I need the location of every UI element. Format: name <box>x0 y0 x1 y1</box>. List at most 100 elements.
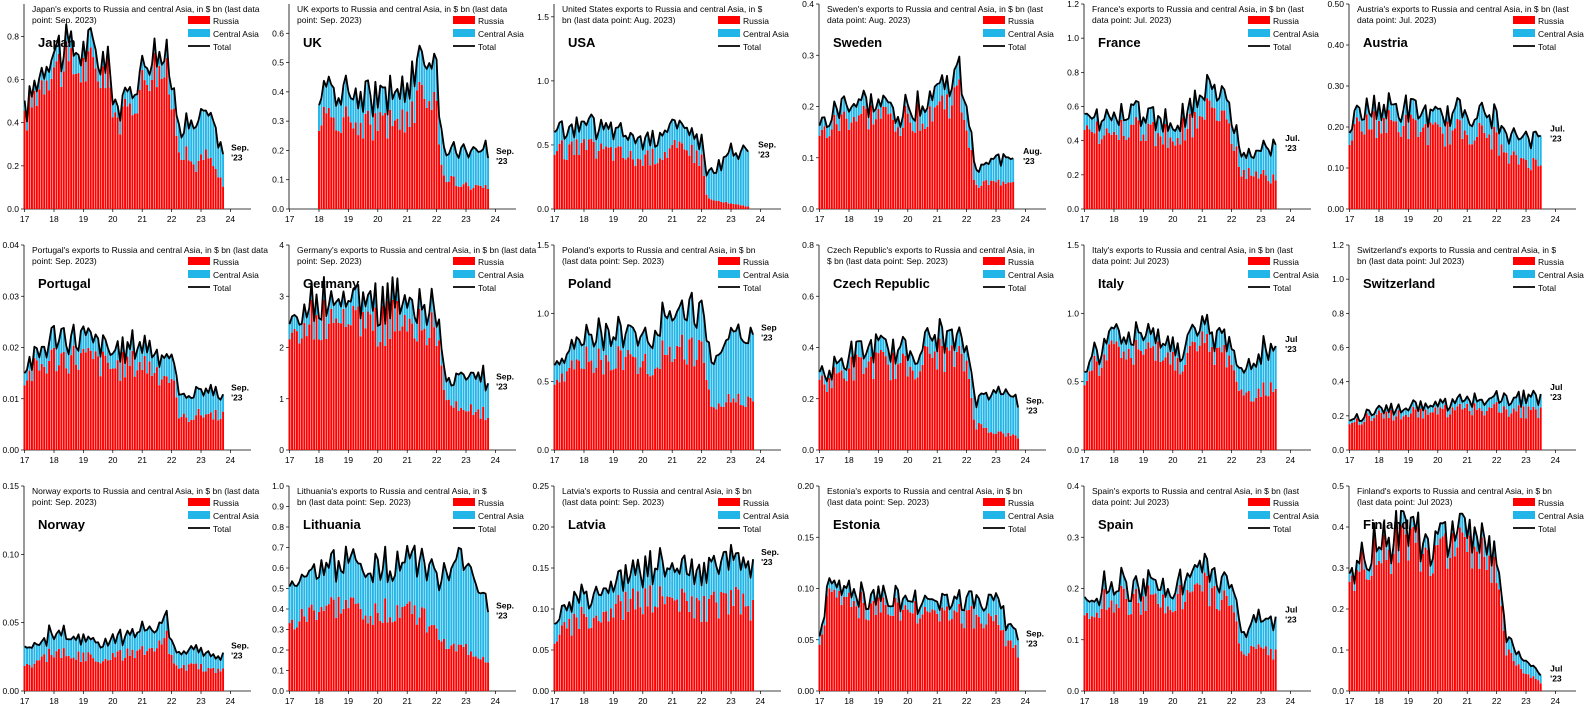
central-asia-bar <box>455 373 458 402</box>
russia-bar <box>1235 146 1238 209</box>
central-asia-bar <box>119 120 122 135</box>
central-asia-bar <box>430 288 433 313</box>
central-asia-bar <box>300 323 303 339</box>
russia-bar <box>445 400 448 450</box>
russia-bar <box>308 324 311 450</box>
central-asia-bar <box>447 580 450 649</box>
central-asia-bar <box>698 564 701 601</box>
russia-bar <box>158 640 161 691</box>
russia-bar <box>418 81 421 209</box>
russia-bar <box>447 399 450 450</box>
russia-bar <box>379 620 382 691</box>
russia-bar <box>712 200 715 209</box>
central-asia-bar <box>131 98 134 116</box>
chart-panel-estonia: 0.00 0.05 0.10 0.15 0.20 17 18 19 20 21 22 23 24 Esto… <box>795 481 1060 723</box>
legend-total-label: Total <box>1273 42 1291 52</box>
country-name: Finland <box>1363 517 1409 532</box>
central-asia-bar <box>62 327 65 352</box>
y-tick-label: 1 <box>279 394 284 404</box>
central-asia-bar <box>568 350 571 368</box>
x-tick-label: 21 <box>1197 214 1207 224</box>
russia-bar <box>570 360 573 450</box>
russia-bar <box>48 360 51 450</box>
russia-bar <box>153 373 156 450</box>
russia-bar <box>838 590 841 691</box>
central-asia-bar <box>1174 355 1177 371</box>
russia-bar <box>560 373 563 450</box>
russia-bar <box>396 605 399 691</box>
central-asia-bar <box>585 324 588 347</box>
russia-bar <box>990 616 993 691</box>
russia-bar <box>722 592 725 691</box>
russia-bar <box>30 380 33 450</box>
russia-bar <box>619 350 622 450</box>
russia-bar <box>447 648 450 691</box>
russia-bar <box>595 367 598 450</box>
central-asia-bar <box>411 61 414 102</box>
central-asia-bar <box>565 135 568 160</box>
russia-bar <box>1390 119 1393 209</box>
russia-bar <box>1093 355 1096 450</box>
central-asia-bar <box>1417 411 1420 418</box>
russia-bar <box>65 656 68 691</box>
x-tick-label: 17 <box>815 696 825 706</box>
central-asia-bar <box>1139 600 1142 615</box>
central-asia-bar <box>1495 390 1498 403</box>
russia-bar <box>1272 659 1275 691</box>
central-asia-bar <box>28 356 31 371</box>
russia-bar <box>1135 117 1138 209</box>
central-asia-bar <box>1490 397 1493 408</box>
central-asia-bar <box>185 113 188 147</box>
central-asia-bar <box>970 372 973 398</box>
russia-bar <box>617 595 620 691</box>
russia-bar <box>445 648 448 691</box>
central-asia-bar <box>1412 400 1415 408</box>
y-tick-label: 0.6 <box>272 563 284 573</box>
central-asia-bar <box>477 372 480 410</box>
russia-bar <box>1264 395 1267 450</box>
bars <box>1083 314 1277 450</box>
russia-bar <box>556 151 558 209</box>
central-asia-bar <box>583 344 585 370</box>
russia-bar <box>904 105 907 209</box>
russia-bar <box>742 405 745 450</box>
chart-title: data point: Jul 2023) <box>1092 497 1169 507</box>
russia-bar <box>163 638 166 691</box>
russia-bar <box>416 624 418 691</box>
bars <box>288 545 490 691</box>
central-asia-bar <box>1142 340 1145 355</box>
x-tick-label: 22 <box>1492 455 1502 465</box>
central-asia-bar <box>666 132 669 158</box>
central-asia-bar <box>658 335 661 369</box>
x-tick-label: 17 <box>20 455 30 465</box>
legend-central-asia-swatch <box>1513 270 1535 278</box>
chart-panel-poland: 0.0 0.5 1.0 1.5 17 18 19 20 21 22 23 24 Poland's exp… <box>530 240 795 482</box>
russia-bar <box>597 621 600 691</box>
central-asia-bar <box>354 286 357 311</box>
central-asia-bar <box>712 555 715 592</box>
chart-title: data point: Aug. 2023) <box>827 15 910 25</box>
central-asia-bar <box>82 326 85 349</box>
central-asia-bar <box>580 345 583 369</box>
russia-bar <box>1471 415 1474 450</box>
central-asia-bar <box>578 602 581 629</box>
russia-bar <box>391 622 394 691</box>
y-tick-label: 0.50 <box>1327 0 1344 9</box>
central-asia-bar <box>906 104 909 114</box>
russia-bar <box>1120 585 1123 691</box>
central-asia-bar <box>469 567 472 652</box>
central-asia-bar <box>710 362 713 407</box>
central-asia-bar <box>1250 623 1253 646</box>
russia-bar <box>163 77 166 210</box>
russia-bar <box>357 603 360 691</box>
central-asia-bar <box>1176 580 1179 594</box>
russia-bar <box>94 68 97 209</box>
russia-bar <box>580 142 583 209</box>
x-tick-label: 17 <box>285 696 295 706</box>
central-asia-bar <box>725 340 728 403</box>
central-asia-bar <box>416 59 418 91</box>
russia-bar <box>1473 140 1476 209</box>
central-asia-bar <box>420 548 423 608</box>
central-asia-bar <box>187 128 190 161</box>
central-asia-bar <box>482 592 485 657</box>
